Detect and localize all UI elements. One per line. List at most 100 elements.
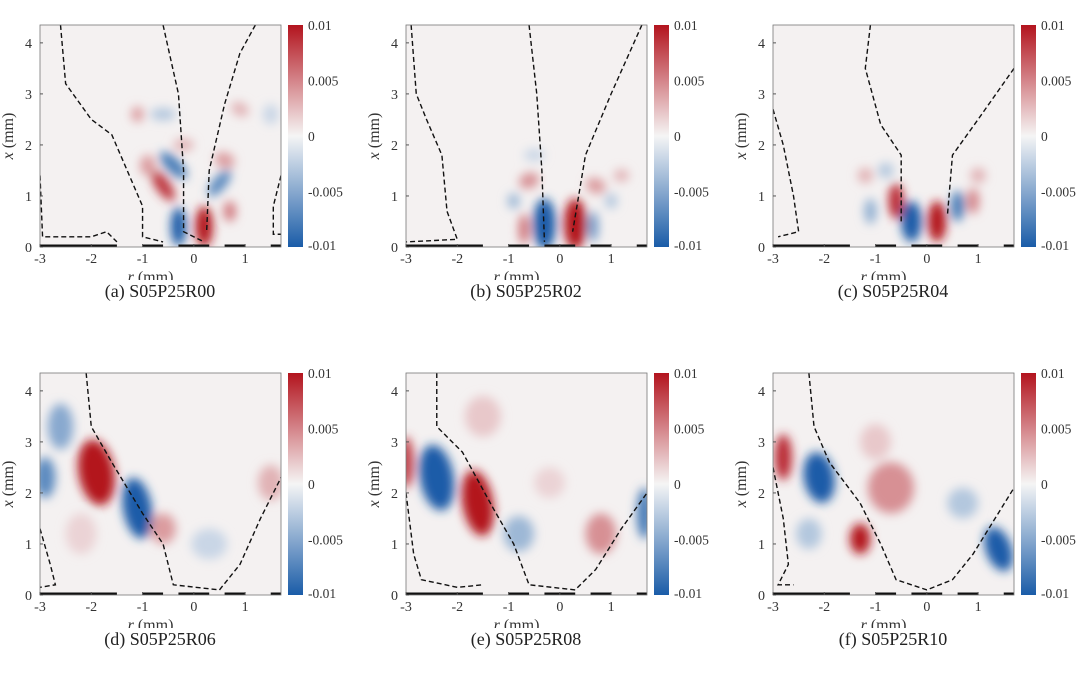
dashed-contour: [571, 25, 643, 232]
y-tick-label: 2: [25, 487, 32, 502]
y-tick-label: 3: [391, 436, 398, 451]
negative-lobe: [263, 104, 279, 125]
colorbar-tick-label: 0: [1041, 129, 1048, 144]
x-tick-label: -1: [503, 252, 515, 267]
negative-lobe: [47, 403, 74, 450]
positive-lobe: [214, 152, 235, 169]
positive-lobe: [231, 101, 249, 117]
dashed-contour: [864, 25, 902, 222]
positive-lobe: [461, 470, 494, 536]
x-axis-label: r (mm): [128, 617, 174, 628]
dashed-contour: [436, 373, 647, 591]
colorbar-tick-label: 0: [674, 477, 681, 492]
y-tick-label: 3: [25, 436, 32, 451]
colorbar-tick-label: -0.005: [674, 185, 709, 200]
positive-lobe: [860, 424, 891, 460]
field: [857, 162, 986, 242]
heatmap-plot: -3 -2 -1 0 1 0 1 2 3 4 r (mm) x (mm) 0.01 0.005 0 -0.00…: [0, 18, 343, 280]
dashed-contour: [808, 373, 1014, 591]
colorbar-tick-label: -0.01: [674, 238, 702, 253]
panel-c: -3 -2 -1 0 1 0 1 2 3 4 r (mm) x (mm) 0.01 0.005 0 -0.00…: [733, 0, 1080, 340]
x-tick-label: -3: [767, 252, 779, 267]
negative-lobe: [984, 527, 1013, 572]
dashed-contour: [773, 109, 800, 238]
y-tick-label: 2: [391, 487, 398, 502]
y-tick-label: 2: [758, 487, 765, 502]
plot-frame: [405, 372, 648, 596]
field: [406, 395, 647, 555]
field: [507, 149, 630, 247]
colorbar-tick-label: -0.01: [308, 586, 336, 601]
positive-lobe: [518, 213, 530, 245]
y-tick-label: 0: [25, 241, 32, 256]
x-tick-label: -2: [451, 252, 463, 267]
positive-lobe: [131, 106, 144, 122]
background: [40, 373, 281, 595]
positive-lobe: [139, 155, 156, 176]
colorbar-tick-label: 0: [674, 129, 681, 144]
panel-caption: (b) S05P25R02: [470, 281, 582, 301]
background: [406, 25, 647, 247]
positive-lobe: [970, 167, 986, 184]
x-tick-label: 1: [975, 252, 982, 267]
negative-lobe: [947, 487, 979, 519]
positive-lobe: [173, 138, 194, 152]
panel-a: -3 -2 -1 0 1 0 1 2 3 4 r (mm) x (mm) 0.01 0.005 0 -0.00…: [0, 0, 360, 340]
negative-lobe: [588, 211, 599, 242]
panel-f: -3 -2 -1 0 1 0 1 2 3 4 r (mm) x (mm) 0.01 0.005 0 -0.00…: [733, 348, 1080, 688]
x-axis-label: r (mm): [861, 269, 907, 280]
y-axis-label: x (mm): [366, 113, 383, 161]
positive-lobe: [65, 513, 97, 555]
y-tick-label: 1: [758, 538, 765, 553]
colorbar: [288, 25, 303, 247]
y-axis-label: x (mm): [733, 461, 750, 509]
negative-lobe: [636, 487, 647, 539]
field: [774, 424, 1013, 572]
positive-lobe: [966, 188, 980, 214]
colorbar-tick-label: 0.01: [674, 18, 698, 33]
colorbar-tick-label: 0.005: [308, 74, 339, 89]
colorbar-tick-label: 0.005: [674, 422, 705, 437]
positive-lobe: [519, 172, 540, 189]
y-axis-label: x (mm): [366, 461, 383, 509]
y-axis-label: x (mm): [0, 461, 17, 509]
panel-caption: (e) S05P25R08: [470, 629, 582, 649]
negative-lobe: [207, 169, 232, 197]
dashed-contour: [406, 492, 483, 589]
positive-lobe: [613, 169, 630, 182]
colorbar-tick-label: 0: [308, 129, 315, 144]
colorbar-tick-label: 0.005: [1041, 74, 1072, 89]
y-tick-label: 2: [758, 139, 765, 154]
panel-b: -3 -2 -1 0 1 0 1 2 3 4 r (mm) x (mm) 0.01 0.005 0 -0.00…: [366, 0, 726, 340]
negative-lobe: [40, 457, 56, 499]
colorbar-tick-label: 0.005: [674, 74, 705, 89]
panel-caption: (c) S05P25R04: [837, 281, 949, 301]
panel-caption: (f) S05P25R10: [838, 629, 948, 649]
positive-lobe: [867, 462, 915, 514]
y-tick-label: 3: [391, 88, 398, 103]
negative-lobe: [419, 444, 455, 511]
y-tick-label: 1: [25, 190, 32, 205]
y-axis-label: x (mm): [0, 113, 17, 161]
plot-area: [773, 25, 1014, 247]
positive-lobe: [774, 434, 792, 481]
colorbar-tick-label: 0.005: [308, 422, 339, 437]
y-tick-label: 0: [391, 589, 398, 604]
y-tick-label: 0: [391, 241, 398, 256]
x-tick-label: -2: [818, 600, 830, 615]
colorbar-tick-label: 0: [308, 477, 315, 492]
x-tick-label: -3: [400, 600, 412, 615]
x-tick-label: -2: [85, 252, 97, 267]
negative-lobe: [159, 151, 187, 179]
dashed-contour: [40, 528, 57, 589]
negative-lobe: [864, 198, 877, 225]
x-tick-label: -3: [767, 600, 779, 615]
y-tick-label: 1: [758, 190, 765, 205]
negative-lobe: [604, 193, 618, 209]
y-tick-label: 3: [758, 436, 765, 451]
colorbar-tick-label: 0.01: [1041, 366, 1065, 381]
heatmap-plot: -3 -2 -1 0 1 0 1 2 3 4 r (mm) x (mm) 0.01 0.005 0 -0.00…: [0, 366, 343, 628]
x-tick-label: -1: [870, 252, 882, 267]
x-tick-label: -1: [137, 252, 149, 267]
dashed-contour: [773, 467, 794, 586]
